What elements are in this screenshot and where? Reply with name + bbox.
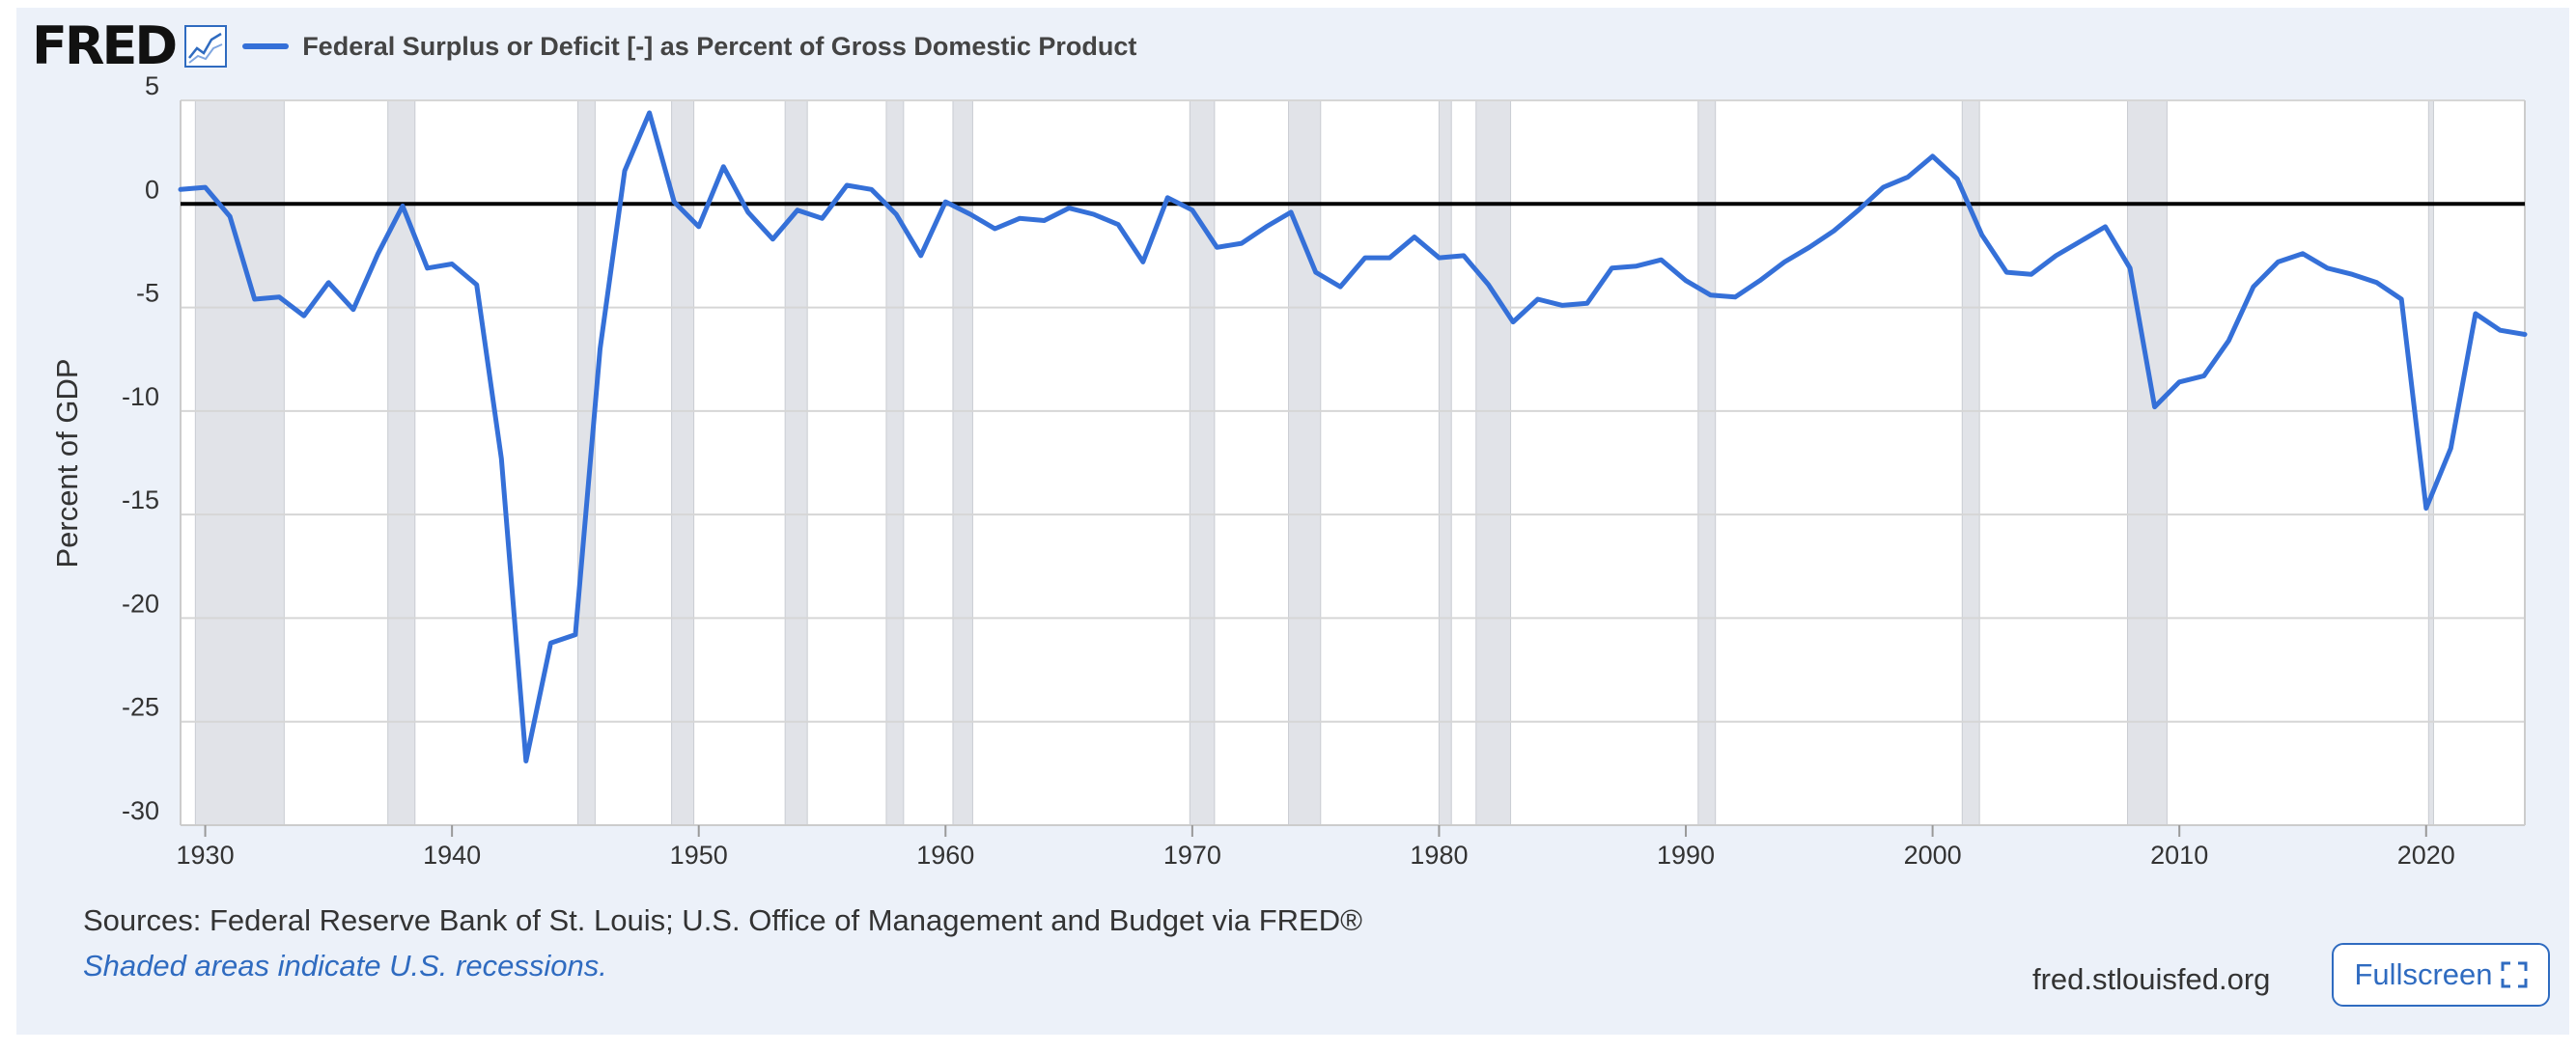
recession-band — [1962, 100, 1980, 825]
recession-band — [952, 100, 973, 825]
line-chart-icon — [184, 25, 228, 68]
recession-band — [2127, 100, 2168, 825]
recession-band — [1475, 100, 1511, 825]
y-tick-label: -5 — [136, 279, 159, 308]
recession-note: Shaded areas indicate U.S. recessions. — [83, 949, 607, 983]
chart-header: FRED Federal Surplus or Deficit [-] as P… — [32, 17, 1136, 75]
legend: Federal Surplus or Deficit [-] as Percen… — [242, 32, 1136, 62]
recession-band — [577, 100, 596, 825]
recession-band — [671, 100, 694, 825]
y-tick-label: -30 — [122, 796, 159, 825]
tick-labels: 5 0 -5 -10 -15 -20 -25 -30 1930 1940 1950 1960 1970 1… — [122, 71, 2455, 870]
series-layer — [178, 110, 2528, 763]
y-tick-label: 5 — [145, 71, 159, 100]
axes — [180, 100, 2526, 837]
x-tick-label: 2000 — [1904, 841, 1962, 870]
recession-band — [1439, 100, 1452, 825]
y-tick-label: -20 — [122, 589, 159, 618]
recession-band — [2428, 100, 2434, 825]
recession-band — [785, 100, 808, 825]
fullscreen-button[interactable]: Fullscreen — [2332, 943, 2550, 1007]
recession-band — [1288, 100, 1321, 825]
y-tick-label: 0 — [145, 175, 159, 204]
recession-bands — [181, 100, 2525, 825]
expand-icon — [2501, 961, 2527, 988]
y-tick-label: -15 — [122, 485, 159, 514]
fullscreen-label: Fullscreen — [2354, 957, 2493, 991]
y-tick-label: -10 — [122, 382, 159, 411]
fred-logo[interactable]: FRED — [32, 15, 178, 76]
x-tick-label: 1970 — [1163, 841, 1221, 870]
x-tick-label: 1990 — [1657, 841, 1715, 870]
recession-band — [1697, 100, 1716, 825]
legend-label: Federal Surplus or Deficit [-] as Percen… — [302, 31, 1137, 61]
x-tick-label: 2020 — [2397, 841, 2455, 870]
x-tick-label: 2010 — [2150, 841, 2208, 870]
x-tick-label: 1940 — [423, 841, 481, 870]
x-tick-label: 1950 — [670, 841, 728, 870]
y-tick-label: -25 — [122, 693, 159, 722]
site-link[interactable]: fred.stlouisfed.org — [2032, 962, 2271, 996]
x-tick-label: 1960 — [916, 841, 974, 870]
x-tick-label: 1930 — [177, 841, 235, 870]
plot-background — [181, 100, 2525, 825]
recession-band — [195, 100, 285, 825]
source-text: Sources: Federal Reserve Bank of St. Lou… — [83, 903, 1362, 937]
legend-swatch — [242, 43, 290, 49]
recession-band — [885, 100, 904, 825]
series-line — [178, 110, 2528, 763]
y-axis-label: Percent of GDP — [50, 358, 84, 568]
x-tick-label: 1980 — [1410, 841, 1468, 870]
